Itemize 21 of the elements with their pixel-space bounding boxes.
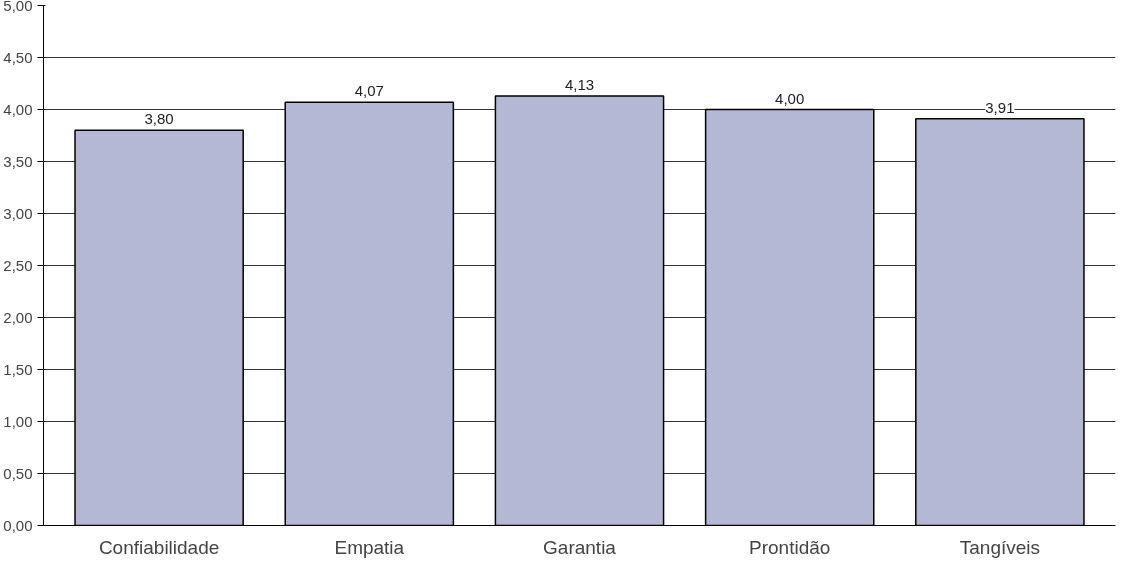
y-tick-label: 5,00 bbox=[3, 0, 33, 14]
data-label: 4,13 bbox=[564, 75, 595, 93]
y-tick-label: 3,00 bbox=[3, 204, 33, 222]
y-tick-label: 0,50 bbox=[3, 464, 33, 482]
data-label: 4,00 bbox=[775, 89, 805, 107]
y-tick-label: 2,00 bbox=[3, 308, 33, 326]
y-tick-label: 0,00 bbox=[3, 516, 33, 534]
y-tick-label: 4,00 bbox=[3, 100, 33, 118]
x-tick-label: Garantia bbox=[543, 536, 617, 558]
x-tick-label: Empatia bbox=[334, 536, 405, 558]
x-tick-label: Prontidão bbox=[749, 536, 831, 558]
y-tick-label: 4,50 bbox=[3, 48, 33, 66]
y-tick-label: 1,00 bbox=[3, 412, 33, 430]
y-tick-label: 2,50 bbox=[3, 256, 33, 274]
data-label: 3,91 bbox=[985, 98, 1015, 116]
data-label: 3,80 bbox=[144, 110, 174, 128]
y-tick-label: 3,50 bbox=[3, 152, 33, 170]
x-tick-label: Confiabilidade bbox=[98, 536, 220, 558]
x-tick-label: Tangíveis bbox=[959, 536, 1041, 558]
data-label: 4,07 bbox=[354, 82, 384, 100]
y-tick-label: 1,50 bbox=[3, 360, 33, 378]
